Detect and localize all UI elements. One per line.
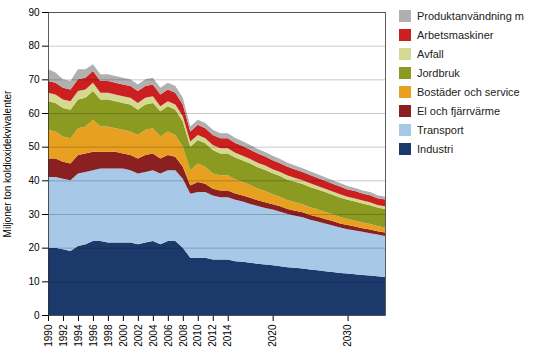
svg-text:10: 10 <box>28 276 40 287</box>
svg-text:30: 30 <box>28 209 40 220</box>
svg-text:2004: 2004 <box>148 324 159 347</box>
svg-text:80: 80 <box>28 40 40 51</box>
svg-text:2008: 2008 <box>178 324 189 347</box>
svg-text:60: 60 <box>28 108 40 119</box>
svg-text:1992: 1992 <box>58 324 69 347</box>
svg-text:2012: 2012 <box>207 324 218 347</box>
html-text:Avfall: Avfall <box>417 48 444 60</box>
svg-text:50: 50 <box>28 141 40 152</box>
svg-text:90: 90 <box>28 7 40 18</box>
svg-text:1996: 1996 <box>88 324 99 347</box>
svg-text:0: 0 <box>34 310 40 321</box>
svg-text:1994: 1994 <box>73 324 84 347</box>
svg-text:2006: 2006 <box>163 324 174 347</box>
svg-text:2014: 2014 <box>222 324 233 347</box>
svg-text:1990: 1990 <box>43 324 54 347</box>
svg-text:2020: 2020 <box>267 324 278 347</box>
html-text:Produktanvändning m: Produktanvändning m <box>417 10 524 22</box>
svg-text:2010: 2010 <box>192 324 203 347</box>
svg-text:1998: 1998 <box>103 324 114 347</box>
html-text:Bostäder och service: Bostäder och service <box>417 86 520 98</box>
svg-text:2000: 2000 <box>118 324 129 347</box>
html-text:Industri: Industri <box>417 143 454 155</box>
html-text:Arbetsmaskiner: Arbetsmaskiner <box>417 29 494 41</box>
svg-text:2002: 2002 <box>133 324 144 347</box>
svg-text:2030: 2030 <box>342 324 353 347</box>
html-text:Transport: Transport <box>417 124 464 136</box>
svg-text:40: 40 <box>28 175 40 186</box>
svg-text:70: 70 <box>28 74 40 85</box>
html-text:Jordbruk: Jordbruk <box>417 67 460 79</box>
svg-text:Miljoner ton koldioxidekvivale: Miljoner ton koldioxidekvivalenter <box>2 90 13 237</box>
html-text:El och fjärrvärme: El och fjärrvärme <box>417 105 501 117</box>
svg-text:20: 20 <box>28 242 40 253</box>
